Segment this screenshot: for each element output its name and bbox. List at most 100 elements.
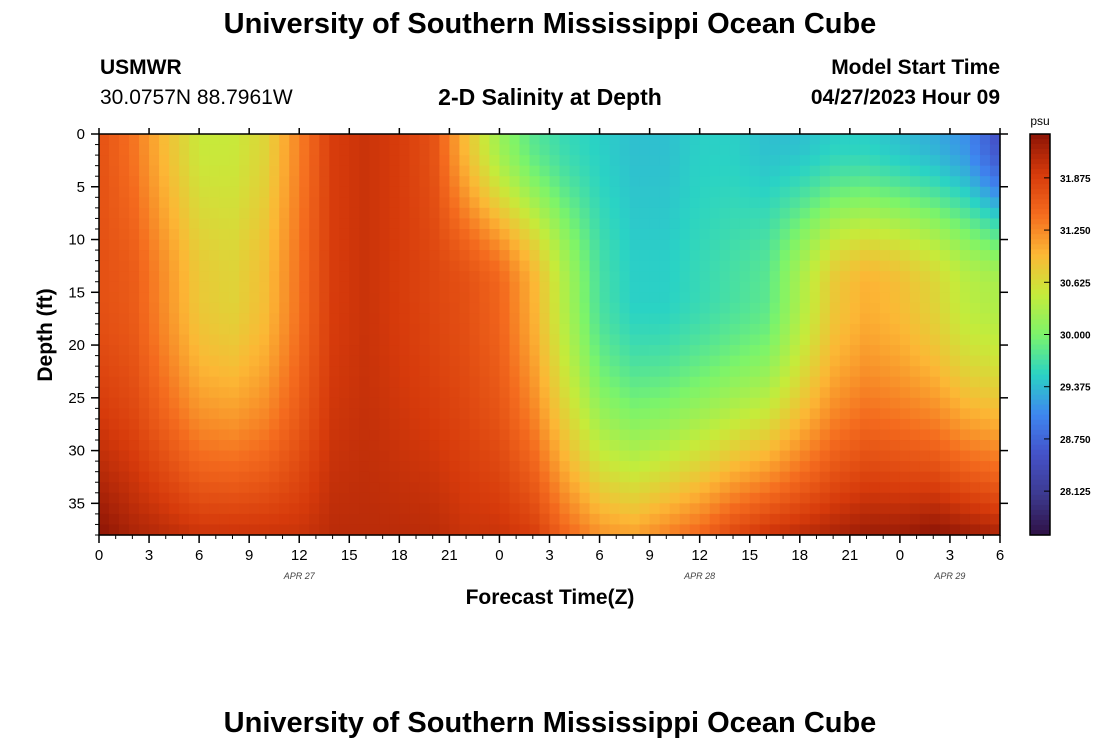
heatmap-cell — [239, 429, 250, 441]
heatmap-cell — [919, 418, 931, 431]
heatmap-cell — [749, 513, 761, 526]
heatmap-cell — [459, 376, 471, 388]
heatmap-cell — [539, 397, 551, 409]
heatmap-cell — [149, 440, 160, 452]
heatmap-cell — [259, 250, 270, 262]
heatmap-cell — [249, 144, 260, 156]
heatmap-cell — [249, 218, 260, 230]
heatmap-cell — [129, 345, 140, 357]
heatmap-cell — [959, 186, 971, 198]
heatmap-cell — [319, 144, 330, 156]
heatmap-cell — [829, 186, 841, 198]
heatmap-cell — [849, 471, 861, 483]
heatmap-cell — [419, 250, 430, 262]
heatmap-cell — [419, 366, 430, 378]
heatmap-cell — [339, 482, 350, 494]
heatmap-cell — [249, 450, 260, 462]
heatmap-cell — [449, 144, 460, 156]
heatmap-cell — [769, 155, 781, 167]
heatmap-cell — [929, 376, 941, 388]
heatmap-cell — [939, 524, 951, 536]
heatmap-cell — [569, 323, 581, 336]
heatmap-cell — [729, 155, 741, 167]
heatmap-cell — [579, 387, 591, 399]
heatmap-cell — [829, 292, 841, 304]
heatmap-cell — [739, 334, 751, 346]
heatmap-cell — [299, 397, 310, 409]
heatmap-cell — [679, 418, 691, 431]
heatmap-cell — [149, 387, 160, 399]
heatmap-cell — [239, 250, 250, 262]
heatmap-cell — [969, 440, 981, 452]
heatmap-cell — [149, 524, 160, 536]
heatmap-cell — [339, 366, 350, 378]
heatmap-cell — [339, 408, 350, 420]
heatmap-cell — [759, 165, 771, 177]
heatmap-cell — [329, 355, 340, 367]
heatmap-cell — [819, 281, 831, 293]
heatmap-cell — [469, 155, 481, 167]
heatmap-cell — [599, 376, 611, 388]
heatmap-cell — [659, 228, 671, 241]
heatmap-cell — [589, 176, 601, 188]
heatmap-cell — [579, 482, 591, 494]
heatmap-cell — [409, 397, 420, 409]
heatmap-cell — [119, 482, 130, 494]
heatmap-cell — [579, 492, 591, 504]
heatmap-cell — [729, 302, 741, 314]
heatmap-cell — [209, 461, 220, 473]
heatmap-cell — [329, 408, 340, 420]
heatmap-cell — [659, 186, 671, 198]
x-tick-label: 0 — [896, 547, 904, 564]
heatmap-cell — [599, 450, 611, 462]
heatmap-cell — [449, 345, 460, 357]
heatmap-cell — [749, 492, 761, 504]
heatmap-cell — [879, 134, 891, 146]
heatmap-cell — [469, 218, 481, 230]
heatmap-cell — [359, 376, 370, 388]
heatmap-cell — [799, 186, 811, 198]
heatmap-cell — [919, 513, 931, 526]
heatmap-cell — [729, 366, 741, 378]
heatmap-cell — [359, 418, 370, 431]
heatmap-cell — [719, 524, 731, 536]
heatmap-cell — [889, 376, 901, 388]
heatmap-cell — [229, 450, 240, 462]
heatmap-cell — [759, 271, 771, 283]
heatmap-cell — [399, 492, 410, 504]
heatmap-cell — [249, 429, 260, 441]
heatmap-cell — [229, 302, 240, 314]
heatmap-cell — [959, 408, 971, 420]
heatmap-cell — [949, 323, 961, 336]
heatmap-cell — [279, 418, 290, 431]
heatmap-cell — [229, 271, 240, 283]
heatmap-cell — [879, 471, 891, 483]
heatmap-cell — [339, 345, 350, 357]
heatmap-cell — [989, 134, 1001, 146]
heatmap-cell — [949, 355, 961, 367]
heatmap-cell — [269, 513, 280, 526]
heatmap-cell — [739, 207, 751, 220]
heatmap-cell — [669, 366, 681, 378]
heatmap-cell — [189, 176, 200, 188]
x-tick-label: 6 — [996, 547, 1004, 564]
heatmap-cell — [579, 239, 591, 251]
heatmap-cell — [129, 134, 140, 146]
heatmap-cell — [279, 228, 290, 241]
heatmap-cell — [569, 366, 581, 378]
heatmap-cell — [939, 376, 951, 388]
heatmap-cell — [239, 418, 250, 431]
heatmap-cell — [239, 503, 250, 515]
heatmap-cell — [849, 134, 861, 146]
heatmap-cell — [389, 450, 400, 462]
heatmap-cell — [489, 281, 501, 293]
colorbar-segment — [1030, 399, 1050, 406]
heatmap-cell — [139, 408, 150, 420]
heatmap-cell — [869, 440, 881, 452]
heatmap-cell — [549, 355, 561, 367]
heatmap-cell — [949, 471, 961, 483]
heatmap-cell — [129, 408, 140, 420]
heatmap-cell — [189, 186, 200, 198]
heatmap-cell — [169, 355, 180, 367]
heatmap-cell — [769, 134, 781, 146]
